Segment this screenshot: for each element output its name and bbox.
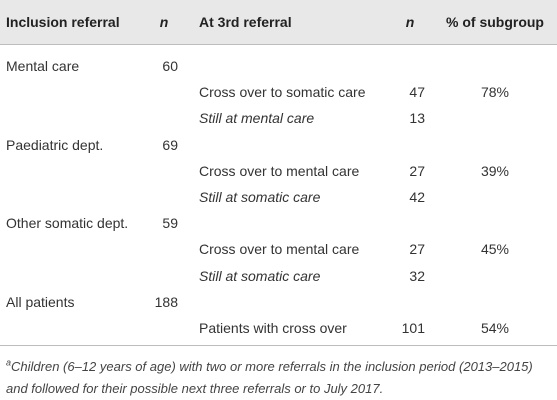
group-label: Other somatic dept. — [6, 215, 129, 232]
group-label: All patients — [6, 293, 75, 310]
header-rule — [0, 44, 557, 45]
subgroup-percent: 45% — [480, 241, 510, 258]
column-header: n — [159, 14, 169, 30]
subgroup-label: Patients with cross over — [199, 320, 347, 336]
subgroup-percent: 78% — [480, 84, 510, 101]
subgroup-label: Still at somatic care — [199, 189, 321, 205]
header-background — [0, 0, 557, 44]
group-n: 188 — [154, 293, 178, 310]
bottom-rule — [0, 345, 557, 346]
column-header: At 3rd referral — [199, 14, 292, 30]
group-label: Paediatric dept. — [6, 136, 104, 153]
footnote-marker: a — [6, 357, 12, 368]
subgroup-n: 27 — [409, 241, 425, 258]
subgroup-n: 13 — [409, 110, 425, 127]
group-n: 69 — [162, 136, 178, 153]
subgroup-label: Still at somatic care — [199, 267, 321, 284]
column-header: Inclusion referral — [6, 14, 120, 30]
subgroup-n: 27 — [409, 162, 425, 179]
subgroup-label: Cross over to somatic care — [199, 84, 366, 101]
subgroup-label: Cross over to mental care — [199, 241, 360, 258]
group-n: 60 — [162, 58, 178, 74]
subgroup-n: 32 — [409, 267, 425, 284]
column-header: % of subgroup — [446, 14, 544, 30]
subgroup-n: 47 — [409, 84, 425, 101]
subgroup-percent: 54% — [480, 320, 510, 336]
footnote: aChildren (6–12 years of age) with two o… — [6, 356, 551, 400]
subgroup-n: 42 — [409, 189, 425, 205]
subgroup-label: Still at mental care — [199, 110, 315, 127]
subgroup-label: Cross over to mental care — [199, 162, 360, 179]
subgroup-n: 101 — [401, 320, 425, 336]
subgroup-percent: 39% — [480, 162, 510, 179]
group-n: 59 — [162, 215, 178, 232]
group-label: Mental care — [6, 58, 80, 74]
footnote-text: Children (6–12 years of age) with two or… — [6, 359, 533, 396]
column-header: n — [405, 14, 415, 30]
